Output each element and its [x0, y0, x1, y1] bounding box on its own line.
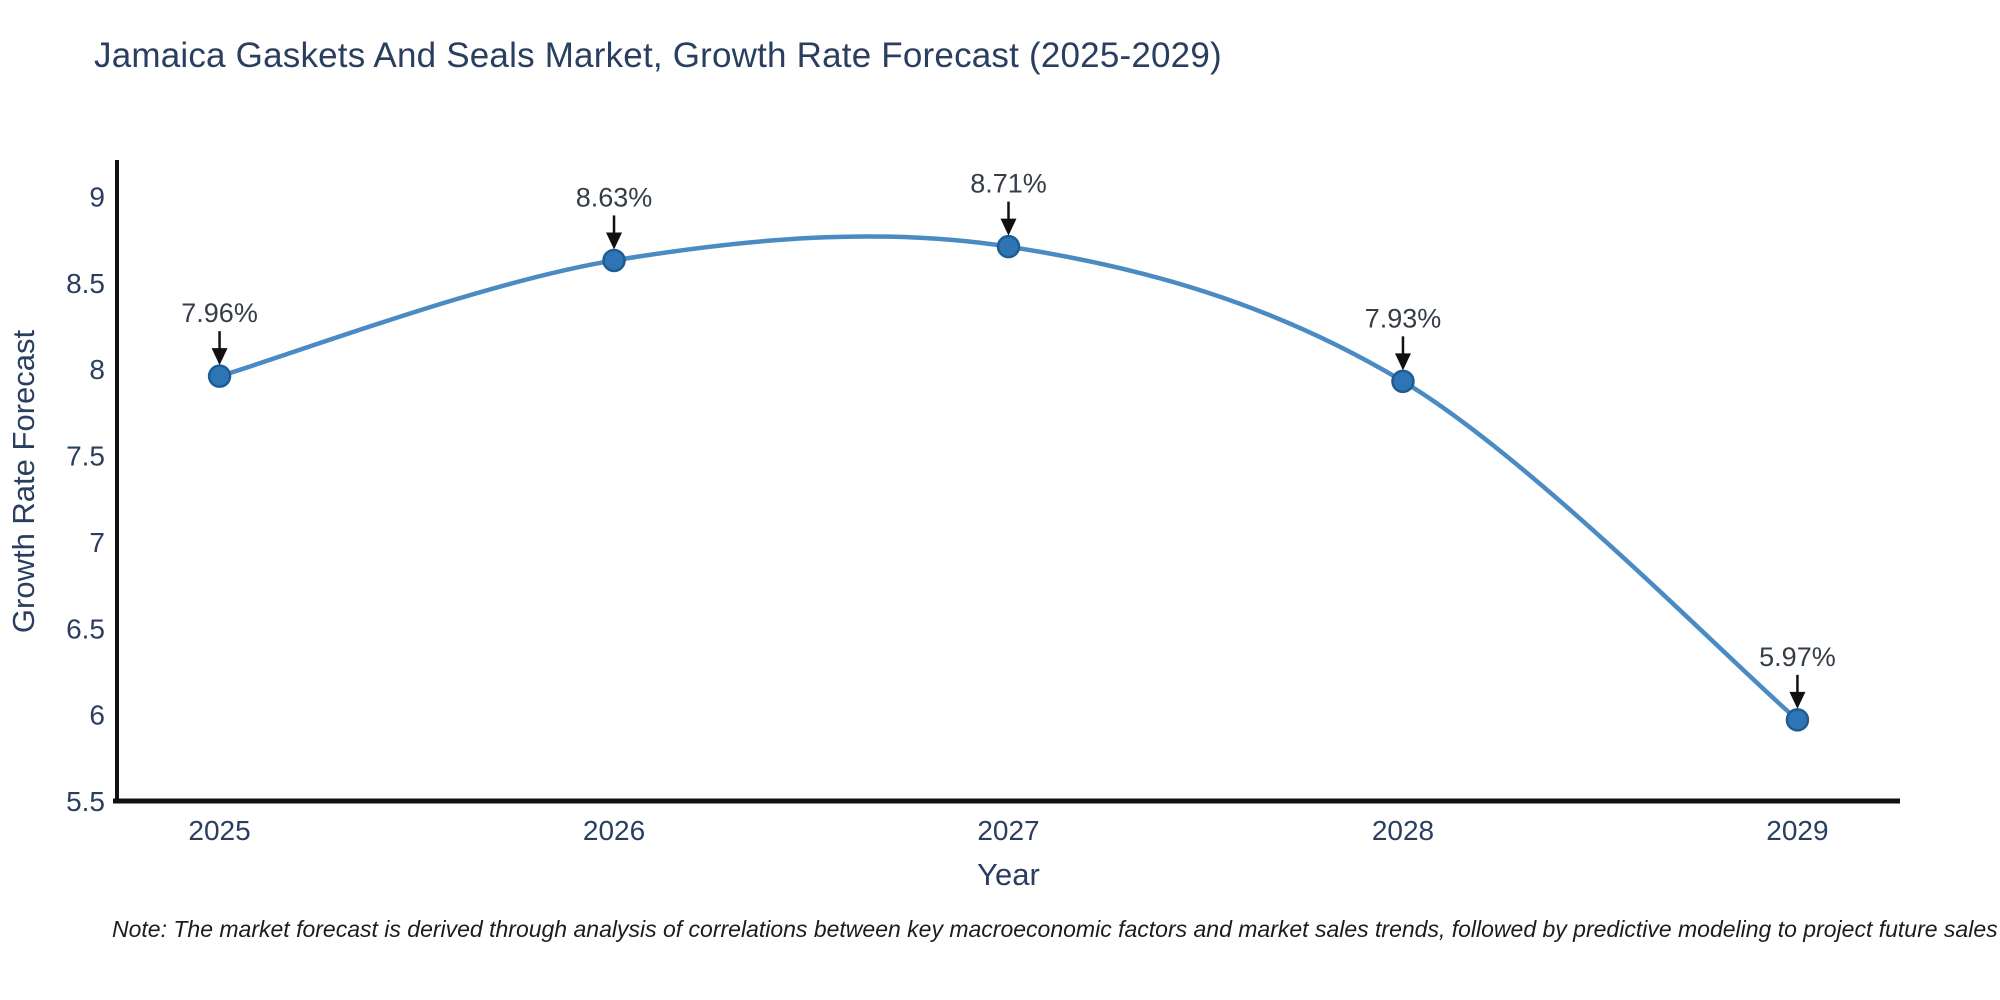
data-point-marker: [602, 248, 626, 273]
y-tick-label: 7.5: [66, 441, 105, 472]
x-tick-label: 2026: [583, 815, 645, 846]
chart-footnote: Note: The market forecast is derived thr…: [112, 916, 1998, 942]
x-tick-label: 2025: [188, 815, 250, 846]
x-axis-title: Year: [977, 857, 1040, 892]
y-tick-label: 5.5: [66, 786, 105, 817]
data-point-marker: [1391, 369, 1415, 394]
chart-title: Jamaica Gaskets And Seals Market, Growth…: [94, 36, 1222, 75]
x-tick-label: 2029: [1766, 815, 1828, 846]
y-tick-label: 6: [89, 700, 105, 731]
annotation-arrowhead-icon: [606, 232, 623, 250]
y-tick-label: 9: [89, 182, 105, 213]
annotation-label: 7.96%: [181, 298, 258, 328]
annotation-arrowhead-icon: [1000, 218, 1017, 236]
data-point-marker: [207, 364, 232, 388]
annotation-label: 5.97%: [1759, 642, 1836, 672]
x-tick-label: 2027: [977, 815, 1039, 846]
y-tick-label: 7: [89, 527, 105, 558]
trend-line: [217, 234, 1800, 723]
annotation-arrowhead-icon: [211, 348, 228, 366]
y-tick-label: 8: [89, 354, 105, 385]
annotation-label: 8.63%: [576, 182, 653, 212]
x-tick-label: 2028: [1372, 815, 1434, 846]
y-tick-label: 6.5: [66, 613, 105, 644]
data-point-marker: [996, 234, 1021, 259]
annotation-label: 8.71%: [970, 169, 1047, 199]
annotation-arrowhead-icon: [1394, 353, 1411, 371]
data-point-marker: [1785, 708, 1810, 732]
y-tick-label: 8.5: [66, 268, 105, 299]
annotation-arrowhead-icon: [1789, 691, 1806, 709]
annotation-label: 7.93%: [1365, 303, 1442, 333]
y-axis-title: Growth Rate Forecast: [6, 330, 41, 634]
